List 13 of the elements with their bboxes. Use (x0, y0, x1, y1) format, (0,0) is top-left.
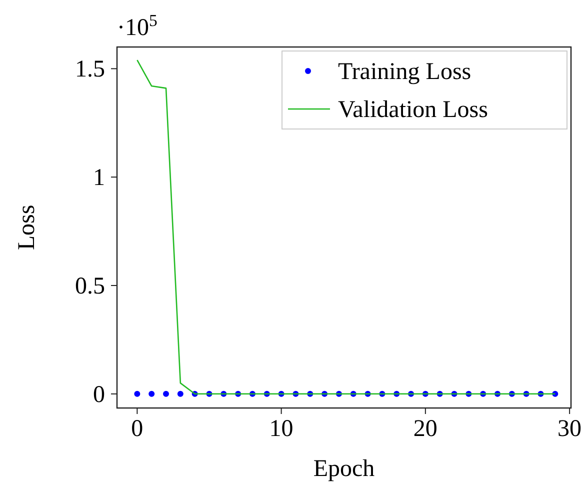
y-tick-label: 0.5 (75, 274, 105, 300)
x-tick-label: 10 (269, 416, 294, 442)
y-tick-label: 1.5 (75, 56, 105, 83)
legend-label: Validation Loss (338, 97, 488, 123)
x-tick-label: 20 (413, 416, 438, 442)
x-tick-label: 0 (131, 416, 144, 442)
legend-label: Training Loss (338, 59, 472, 85)
x-axis-title: Epoch (313, 456, 375, 482)
y-axis-title: Loss (14, 204, 40, 250)
text: ·10$^{5}$ (117, 10, 158, 41)
x-tick-label: 30 (558, 416, 582, 442)
y-tick-label: 1 (93, 165, 105, 192)
y-tick-label: 0 (93, 382, 105, 408)
